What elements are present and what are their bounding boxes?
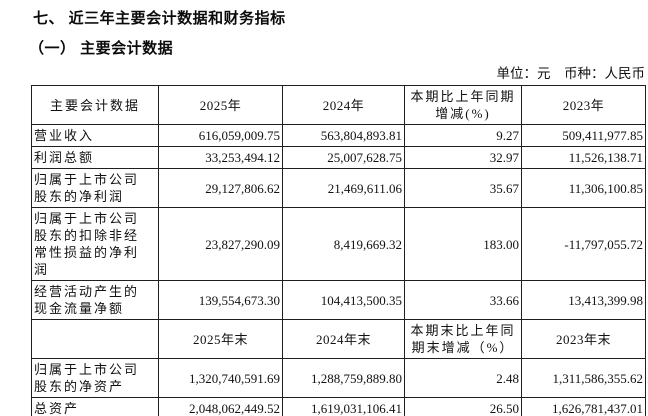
section-title: 七、 近三年主要会计数据和财务指标 [33,10,286,27]
column-header-cell: 2023年末 [521,319,646,359]
value-cell: 29,127,806.62 [158,168,283,208]
subsection-title: （一） 主要会计数据 [29,40,174,57]
table-header-row-period-end: 2025年末 2024年末 本期末比上年同 期末增减（%） 2023年末 [31,319,646,359]
table-row: 归属于上市公司 股东的扣除非经 常性损益的净利 润 23,827,290.09 … [31,207,646,281]
table-row: 总资产 2,048,062,449.52 1,619,031,106.41 26… [31,397,646,416]
table-row: 归属于上市公司 股东的净利润 29,127,806.62 21,469,611.… [31,168,646,208]
value-cell: 563,804,893.81 [282,124,405,147]
value-cell: 11,306,100.85 [521,168,646,208]
value-cell: 1,619,031,106.41 [282,397,405,416]
value-cell: 139,554,673.30 [158,280,283,320]
unit-currency-note: 单位：元 币种：人民币 [496,66,646,81]
value-cell: 33.66 [404,280,522,320]
value-cell: -11,797,055.72 [521,207,646,281]
column-header-cell: 2023年 [521,85,646,125]
column-header-cell: 主要会计数据 [31,85,159,125]
value-cell: 104,413,500.35 [282,280,405,320]
row-label-cell: 归属于上市公司 股东的扣除非经 常性损益的净利 润 [31,207,159,281]
value-cell: 11,526,138.71 [521,146,646,169]
table-row: 经营活动产生的 现金流量净额 139,554,673.30 104,413,50… [31,280,646,320]
row-label-cell: 经营活动产生的 现金流量净额 [31,280,159,320]
table-row: 营业收入 616,059,009.75 563,804,893.81 9.27 … [31,124,646,147]
accounting-data-table: 主要会计数据 2025年 2024年 本期比上年同期 增减(%) 2023年 营… [31,85,646,416]
table-header-row: 主要会计数据 2025年 2024年 本期比上年同期 增减(%) 2023年 [31,85,646,125]
value-cell: 2,048,062,449.52 [158,397,283,416]
row-label-cell: 总资产 [31,397,159,416]
row-label-cell: 营业收入 [31,124,159,147]
value-cell: 1,320,740,591.69 [158,358,283,398]
value-cell: 21,469,611.06 [282,168,405,208]
value-cell: 183.00 [404,207,522,281]
column-header-cell: 2025年 [158,85,283,125]
value-cell: 1,288,759,889.80 [282,358,405,398]
value-cell: 8,419,669.32 [282,207,405,281]
column-header-cell: 2024年末 [282,319,405,359]
table-row: 利润总额 33,253,494.12 25,007,628.75 32.97 1… [31,146,646,169]
value-cell: 9.27 [404,124,522,147]
column-header-cell: 本期末比上年同 期末增减（%） [404,319,522,359]
value-cell: 25,007,628.75 [282,146,405,169]
value-cell: 1,626,781,437.01 [521,397,646,416]
column-header-cell: 本期比上年同期 增减(%) [404,85,522,125]
value-cell: 616,059,009.75 [158,124,283,147]
row-label-cell: 利润总额 [31,146,159,169]
value-cell: 509,411,977.85 [521,124,646,147]
row-label-cell: 归属于上市公司 股东的净资产 [31,358,159,398]
column-header-cell [31,319,159,359]
value-cell: 2.48 [404,358,522,398]
value-cell: 26.50 [404,397,522,416]
row-label-cell: 归属于上市公司 股东的净利润 [31,168,159,208]
column-header-cell: 2024年 [282,85,405,125]
value-cell: 13,413,399.98 [521,280,646,320]
value-cell: 32.97 [404,146,522,169]
value-cell: 1,311,586,355.62 [521,358,646,398]
column-header-cell: 2025年末 [158,319,283,359]
value-cell: 23,827,290.09 [158,207,283,281]
table-row: 归属于上市公司 股东的净资产 1,320,740,591.69 1,288,75… [31,358,646,398]
value-cell: 35.67 [404,168,522,208]
value-cell: 33,253,494.12 [158,146,283,169]
